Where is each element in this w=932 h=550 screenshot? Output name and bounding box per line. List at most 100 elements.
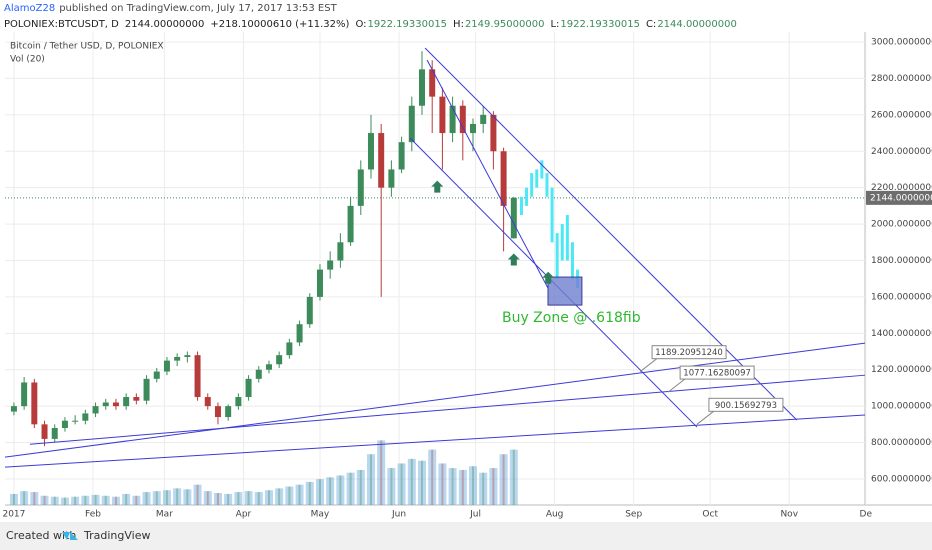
volume-bar-edge xyxy=(23,491,26,505)
volume-bar xyxy=(111,496,120,505)
candle-body xyxy=(347,205,354,243)
volume-bar-edge xyxy=(339,475,342,505)
volume-bar-edge xyxy=(53,496,56,505)
price: 2144.00000000 xyxy=(125,19,205,30)
volume-bar xyxy=(213,493,222,505)
volume-bar-edge xyxy=(472,466,475,505)
volume-bar-edge xyxy=(114,496,117,505)
projection-bar xyxy=(530,173,534,197)
legend: Bitcoin / Tether USD, D, POLONIEX xyxy=(10,42,164,52)
candle-body xyxy=(235,397,242,407)
volume-bar xyxy=(469,466,478,505)
ohlc-value: 1922.19330015 xyxy=(560,19,640,30)
volume-bar xyxy=(264,490,273,505)
x-tick-label: Sep xyxy=(625,510,642,520)
volume-bar xyxy=(203,491,212,505)
volume-bar xyxy=(50,496,59,505)
projection-bar xyxy=(555,233,559,279)
candle-body xyxy=(41,424,48,439)
volume-bar xyxy=(30,492,39,505)
volume-bar-edge xyxy=(298,484,301,505)
change: +218.10000610 (+11.32%) xyxy=(210,19,349,30)
volume-bar-edge xyxy=(461,469,464,505)
volume-bar xyxy=(9,493,18,505)
candle-body xyxy=(276,355,283,365)
volume-bar-edge xyxy=(288,486,291,505)
callout-label: 1077.16280097 xyxy=(683,369,751,379)
candle-body xyxy=(10,406,17,412)
callout-box xyxy=(679,365,755,380)
volume-bar xyxy=(244,491,253,505)
candle-body xyxy=(490,114,497,152)
projection-bar xyxy=(535,169,539,188)
volume-bar-edge xyxy=(410,458,413,505)
candle-body xyxy=(31,382,38,425)
volume-bar-edge xyxy=(400,463,403,505)
trend-line xyxy=(426,59,549,289)
buy-zone xyxy=(547,276,583,306)
volume-bar xyxy=(193,484,202,505)
volume-bar xyxy=(162,490,171,505)
volume-bar xyxy=(142,492,151,505)
candle-body xyxy=(265,364,272,370)
candle-body xyxy=(194,355,201,398)
volume-bar xyxy=(428,449,437,505)
volume-bar-edge xyxy=(84,495,87,505)
y-tick-label: 1400.00000000 xyxy=(871,329,932,339)
volume-bar xyxy=(183,489,192,505)
candle-body xyxy=(367,133,374,170)
footer-bg xyxy=(0,522,932,550)
volume-bar-edge xyxy=(104,495,107,505)
projection-bar xyxy=(525,187,529,206)
volume-bar-edge xyxy=(267,490,270,505)
candle-body xyxy=(174,356,181,361)
volume-bar-edge xyxy=(63,497,66,505)
y-tick-label: 600.00000000 xyxy=(871,474,932,484)
volume-bar xyxy=(499,454,508,505)
volume-bar-edge xyxy=(512,449,515,505)
x-tick-label: Aug xyxy=(546,510,564,520)
volume-bar xyxy=(387,468,396,505)
author: AlamoZ28 xyxy=(4,3,55,14)
volume-bar xyxy=(356,469,365,505)
callout-pointer xyxy=(667,377,687,393)
volume-bar xyxy=(509,449,518,505)
ohlc-label: C: xyxy=(646,19,656,30)
projection-bar xyxy=(565,214,569,261)
y-tick-label: 1000.00000000 xyxy=(871,402,932,412)
candle-body xyxy=(470,123,477,134)
volume-bar xyxy=(305,481,314,505)
volume-bar-edge xyxy=(359,469,362,505)
arrow xyxy=(542,271,555,284)
x-tick-label: Jul xyxy=(469,510,481,520)
candle-body xyxy=(378,133,385,188)
volume-bar xyxy=(489,468,498,505)
volume-bar-edge xyxy=(165,490,168,505)
volume-bar-edge xyxy=(155,491,158,505)
candle-body xyxy=(296,324,303,343)
candle-body xyxy=(163,360,170,372)
volume-bar-edge xyxy=(420,460,423,505)
volume-bar xyxy=(132,495,141,505)
candle-body xyxy=(112,402,119,407)
candle-body xyxy=(449,105,456,134)
volume-bar xyxy=(91,494,100,505)
callout-box xyxy=(708,397,784,412)
volume-bar-edge xyxy=(492,468,495,505)
candle-body xyxy=(72,420,79,422)
volume-bar xyxy=(285,486,294,505)
volume-bar-edge xyxy=(227,493,230,505)
candle-body xyxy=(123,397,130,407)
ohlc-value: 2149.95000000 xyxy=(465,19,545,30)
volume-bar-edge xyxy=(43,495,46,505)
footer-brand: TradingView xyxy=(83,529,150,542)
volume-bar-edge xyxy=(257,492,260,505)
candle-body xyxy=(225,406,232,418)
volume-bar xyxy=(40,495,49,505)
volume-bar-edge xyxy=(451,468,454,505)
arrow xyxy=(507,253,520,266)
x-tick-label: Apr xyxy=(236,510,252,520)
published: published on TradingView.com, July 17, 2… xyxy=(59,3,337,14)
volume-bar xyxy=(407,458,416,505)
